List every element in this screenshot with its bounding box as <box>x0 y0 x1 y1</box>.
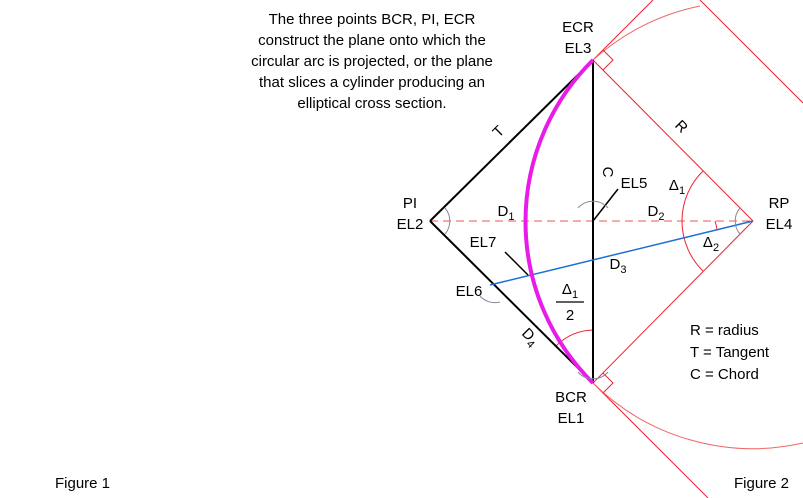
tick <box>734 207 741 235</box>
tangent-extension <box>592 0 654 61</box>
angle-arc <box>714 220 718 231</box>
subscript: 3 <box>620 264 626 276</box>
segment-label: R <box>671 117 691 137</box>
point-label: EL3 <box>565 40 592 57</box>
description: The three points BCR, PI, ECR <box>269 11 476 28</box>
leader <box>504 251 529 276</box>
point-label: ECR <box>562 19 594 36</box>
arc <box>523 58 595 385</box>
subscript: 1 <box>679 185 685 197</box>
tangent-extension <box>592 382 709 498</box>
subscript: 2 <box>658 211 664 223</box>
angle-label: 2 <box>566 307 574 324</box>
label-text: Δ <box>703 234 713 251</box>
description: circular arc is projected, or the plane <box>251 53 493 70</box>
point-label: EL2 <box>397 216 424 233</box>
label-text: D <box>610 256 621 273</box>
blue-line <box>489 220 754 286</box>
subscript: 2 <box>713 242 719 254</box>
point-label: BCR <box>555 389 587 406</box>
label-text: D <box>648 203 659 220</box>
subscript: 1 <box>508 211 514 223</box>
legend-item: C = Chord <box>690 366 759 383</box>
subscript: 1 <box>572 289 578 301</box>
segment-label: D3 <box>610 256 627 276</box>
point-label: RP <box>769 195 790 212</box>
label-text: Δ <box>669 177 679 194</box>
construction-line <box>699 0 803 104</box>
angle-label: Δ2 <box>703 234 719 254</box>
angle-label: Δ1 <box>562 281 578 301</box>
point-label: PI <box>403 195 417 212</box>
right-angle <box>602 372 614 394</box>
segment-label: C <box>599 167 616 178</box>
point-label: EL5 <box>621 175 648 192</box>
legend-item: R = radius <box>690 322 759 339</box>
angle-arc <box>681 170 704 272</box>
figure-label: Figure 1 <box>55 475 110 492</box>
tangent <box>429 220 594 384</box>
radius-line <box>592 59 754 222</box>
segment-label: D1 <box>498 203 515 223</box>
description: construct the plane onto which the <box>258 32 486 49</box>
circle-arc <box>592 5 701 61</box>
label-text: Δ <box>562 281 572 298</box>
label-text: D <box>498 203 509 220</box>
description: that slices a cylinder producing an <box>259 74 485 91</box>
segment-label: D2 <box>648 203 665 223</box>
figure-label: Figure 2 <box>734 475 789 492</box>
angle-label: Δ1 <box>669 177 685 197</box>
point-label: EL7 <box>470 234 497 251</box>
radius-line <box>592 220 754 384</box>
tick <box>577 200 609 209</box>
point-label: EL4 <box>766 216 793 233</box>
tangent <box>429 59 594 222</box>
tick <box>479 295 501 304</box>
legend-item: T = Tangent <box>690 344 770 361</box>
construction <box>429 0 803 498</box>
right-angle <box>602 49 614 71</box>
tick <box>444 207 451 235</box>
segment-label: T <box>490 123 509 142</box>
point-label: EL1 <box>558 410 585 427</box>
circle-arc <box>592 382 803 450</box>
description: elliptical cross section. <box>297 95 446 112</box>
angle-arc <box>555 329 594 347</box>
tick <box>577 371 609 380</box>
point-label: EL6 <box>456 283 483 300</box>
